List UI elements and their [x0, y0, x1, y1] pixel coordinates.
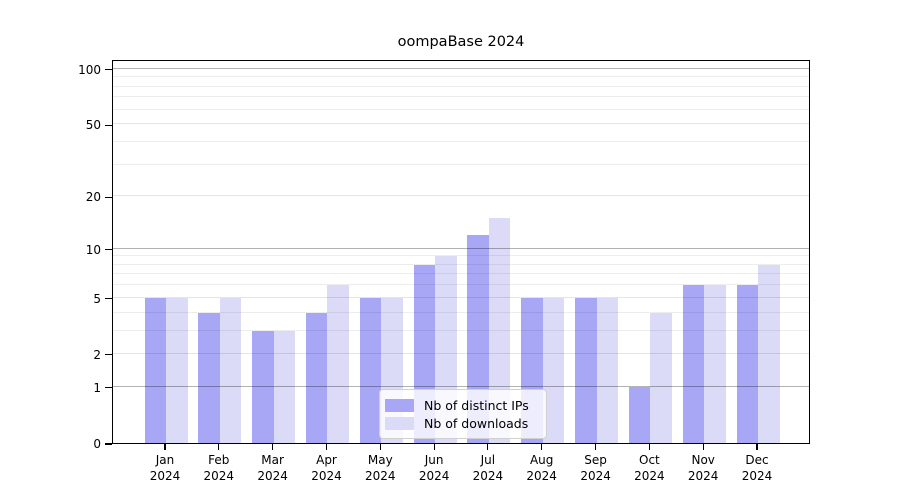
x-tick-mar [272, 444, 274, 450]
x-tick-label-jul: Jul 2024 [472, 453, 504, 483]
gridline-major-1 [113, 385, 809, 387]
y-tick-label-100: 100 [78, 62, 101, 77]
gridline-minor-70 [113, 96, 809, 98]
legend-label-distinct-ips: Nb of distinct IPs [424, 397, 529, 413]
y-tick-label-1: 1 [93, 380, 101, 395]
gridline-minor-30 [113, 163, 809, 165]
legend-swatch-distinct-ips [385, 398, 414, 412]
x-tick-label-nov: Nov 2024 [687, 453, 719, 483]
x-tick-jul [487, 444, 489, 450]
gridline-minor-9 [113, 255, 809, 257]
gridline-minor-4 [113, 311, 809, 313]
x-tick-nov [702, 444, 704, 450]
legend-swatch-downloads [385, 416, 414, 430]
x-tick-label-jun: Jun 2024 [418, 453, 450, 483]
x-tick-may [379, 444, 381, 450]
plot-area [112, 60, 810, 444]
y-tick-1 [105, 387, 112, 389]
gridline-20 [113, 195, 809, 197]
bar-nb-of-downloads-apr [327, 285, 349, 443]
gridline-major-100 [113, 67, 809, 69]
y-tick-label-20: 20 [85, 190, 101, 205]
x-tick-jun [433, 444, 435, 450]
x-tick-label-feb: Feb 2024 [203, 453, 235, 483]
x-tick-label-apr: Apr 2024 [311, 453, 342, 483]
bar-nb-of-distinct-ips-sep [575, 297, 597, 443]
bar-nb-of-downloads-aug [542, 297, 565, 443]
y-tick-label-50: 50 [85, 118, 101, 133]
x-tick-label-aug: Aug 2024 [526, 453, 557, 483]
legend-label-downloads: Nb of downloads [424, 415, 529, 431]
bar-nb-of-downloads-oct [650, 312, 672, 443]
y-tick-5 [105, 298, 112, 300]
x-tick-sep [595, 444, 597, 450]
y-tick-100 [105, 69, 112, 71]
y-tick-label-0: 0 [93, 437, 101, 451]
bar-nb-of-distinct-ips-mar [252, 330, 274, 443]
x-tick-apr [325, 444, 328, 450]
gridline-major-10 [113, 247, 809, 249]
y-tick-label-2: 2 [93, 347, 101, 362]
y-tick-label-10: 10 [85, 242, 101, 257]
y-tick-50 [105, 124, 112, 126]
bar-nb-of-downloads-jul [488, 218, 511, 443]
legend-item-downloads: Nb of downloads [385, 414, 537, 432]
y-tick-2 [105, 354, 112, 356]
gridline-minor-8 [113, 263, 809, 265]
bar-nb-of-downloads-nov [704, 285, 726, 443]
gridline-minor-6 [113, 284, 809, 286]
bar-nb-of-downloads-feb [219, 297, 242, 443]
bar-nb-of-distinct-ips-dec [736, 285, 759, 443]
x-tick-label-may: May 2024 [365, 453, 396, 483]
x-tick-aug [541, 444, 543, 450]
gridline-5 [113, 296, 809, 298]
x-tick-label-oct: Oct 2024 [634, 453, 665, 483]
chart-title: oompaBase 2024 [397, 34, 525, 50]
y-tick-0 [105, 443, 112, 445]
gridline-minor-90 [113, 76, 809, 78]
gridline-50 [113, 123, 809, 125]
gridline-minor-40 [113, 140, 809, 142]
bar-nb-of-downloads-dec [758, 264, 780, 443]
x-tick-label-dec: Dec 2024 [741, 453, 773, 483]
y-tick-label-5: 5 [93, 291, 101, 306]
gridline-minor-80 [113, 85, 809, 87]
x-tick-label-jan: Jan 2024 [149, 453, 181, 483]
x-tick-dec [756, 444, 758, 450]
bar-nb-of-distinct-ips-jan [144, 297, 166, 443]
bar-nb-of-distinct-ips-may [359, 297, 382, 443]
bar-nb-of-distinct-ips-apr [305, 312, 328, 443]
bar-nb-of-distinct-ips-feb [198, 312, 220, 443]
x-tick-oct [648, 444, 650, 450]
x-tick-jan [164, 444, 166, 450]
gridline-minor-7 [113, 273, 809, 275]
x-tick-label-mar: Mar 2024 [257, 453, 288, 483]
x-tick-feb [218, 444, 220, 450]
bar-nb-of-distinct-ips-nov [682, 285, 705, 443]
bar-nb-of-downloads-mar [273, 330, 296, 443]
x-tick-label-sep: Sep 2024 [580, 453, 611, 483]
legend-item-distinct-ips: Nb of distinct IPs [385, 396, 537, 414]
gridline-2 [113, 352, 809, 354]
bar-nb-of-distinct-ips-oct [628, 386, 651, 443]
y-tick-20 [105, 196, 112, 198]
legend: Nb of distinct IPs Nb of downloads [379, 389, 547, 439]
gridline-minor-3 [113, 329, 809, 331]
gridline-minor-60 [113, 108, 809, 110]
bar-nb-of-downloads-jan [166, 297, 188, 443]
y-tick-10 [105, 249, 112, 251]
bar-nb-of-downloads-sep [596, 297, 619, 443]
